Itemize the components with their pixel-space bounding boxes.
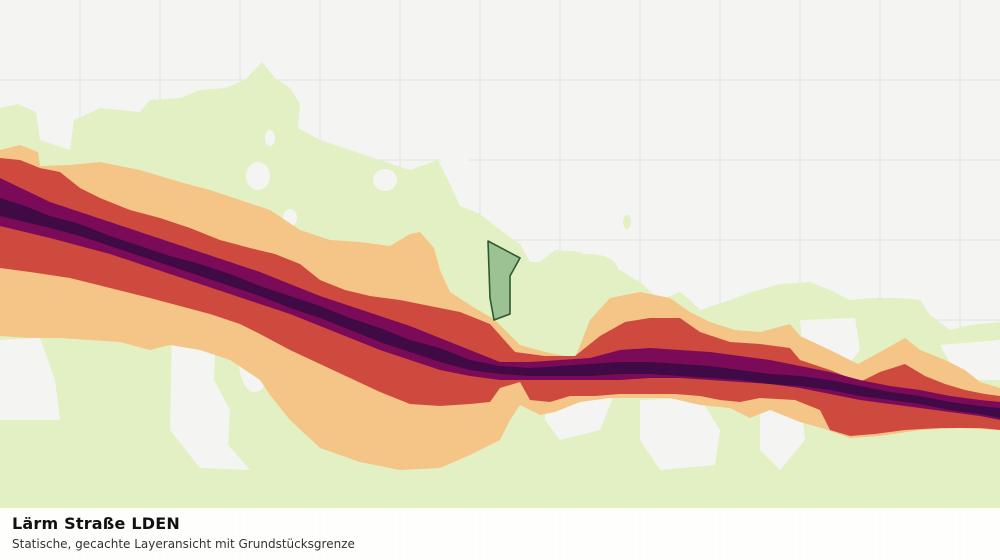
layer-info-panel: Lärm Straße LDEN Statische, gecachte Lay…: [0, 508, 1000, 560]
parcel-boundary[interactable]: [487, 240, 521, 321]
layer-description: Statische, gecachte Layeransicht mit Gru…: [12, 537, 355, 551]
noise-zone-max: [0, 198, 1000, 418]
layer-title: Lärm Straße LDEN: [12, 514, 180, 533]
noise-zone-very-high: [0, 178, 1000, 420]
